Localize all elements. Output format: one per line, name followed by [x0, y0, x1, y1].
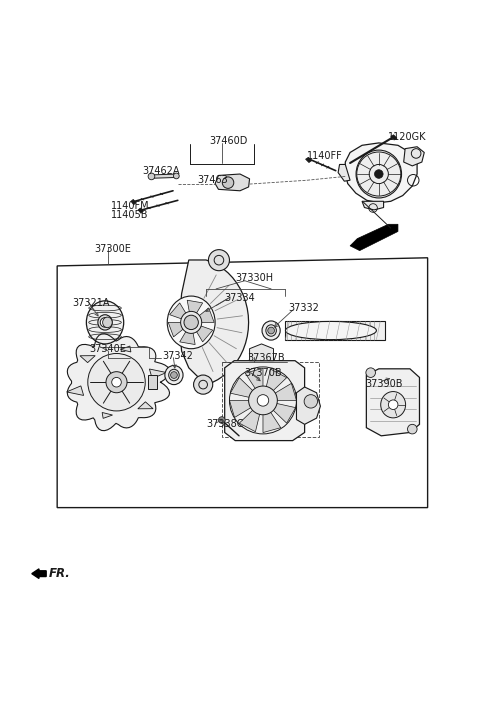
Polygon shape [225, 361, 305, 440]
Circle shape [304, 395, 318, 408]
Ellipse shape [98, 315, 112, 330]
Text: 1120GK: 1120GK [388, 132, 427, 142]
Text: 37338C: 37338C [206, 419, 244, 429]
Polygon shape [275, 383, 297, 400]
Text: 37370B: 37370B [245, 368, 282, 378]
Polygon shape [245, 368, 263, 389]
Circle shape [388, 400, 398, 409]
Polygon shape [148, 375, 157, 390]
Circle shape [184, 315, 198, 329]
Ellipse shape [294, 322, 385, 339]
Circle shape [106, 372, 127, 393]
Polygon shape [187, 300, 203, 313]
Polygon shape [179, 260, 249, 385]
Text: 1140FM: 1140FM [111, 201, 149, 211]
Ellipse shape [180, 311, 202, 334]
Text: 37300E: 37300E [94, 244, 131, 254]
Circle shape [173, 173, 179, 179]
Ellipse shape [168, 369, 179, 381]
Circle shape [268, 327, 275, 334]
Ellipse shape [86, 301, 124, 344]
Circle shape [148, 173, 155, 180]
Text: 37332: 37332 [288, 303, 319, 313]
Circle shape [218, 416, 225, 423]
Polygon shape [169, 303, 186, 319]
Polygon shape [180, 332, 195, 344]
Polygon shape [286, 322, 385, 339]
Text: 37462A: 37462A [142, 165, 180, 175]
Ellipse shape [167, 296, 215, 349]
Polygon shape [215, 174, 250, 191]
Circle shape [257, 395, 269, 406]
Polygon shape [345, 143, 417, 203]
Polygon shape [362, 201, 384, 210]
Polygon shape [67, 386, 84, 395]
Ellipse shape [356, 150, 402, 198]
Text: 1140FF: 1140FF [307, 151, 343, 161]
Polygon shape [168, 322, 183, 337]
Text: 37463: 37463 [197, 175, 228, 185]
Polygon shape [229, 400, 251, 417]
Text: 37340E: 37340E [89, 344, 126, 354]
Polygon shape [149, 174, 179, 178]
Circle shape [366, 368, 375, 378]
Text: 37334: 37334 [225, 293, 255, 303]
FancyArrow shape [32, 569, 46, 578]
Text: FR.: FR. [48, 567, 70, 580]
Polygon shape [102, 412, 112, 419]
Ellipse shape [103, 317, 112, 327]
Polygon shape [149, 369, 167, 378]
Polygon shape [240, 410, 260, 432]
Circle shape [408, 424, 417, 434]
Circle shape [222, 177, 234, 188]
Polygon shape [306, 157, 312, 163]
Text: 37390B: 37390B [365, 379, 403, 389]
Polygon shape [67, 334, 169, 431]
Polygon shape [199, 308, 214, 322]
Polygon shape [80, 356, 95, 363]
Polygon shape [366, 369, 420, 436]
Polygon shape [120, 346, 131, 352]
Circle shape [88, 354, 145, 411]
Polygon shape [263, 412, 281, 433]
Polygon shape [196, 326, 213, 342]
Text: 11405B: 11405B [111, 210, 148, 220]
Polygon shape [404, 147, 424, 166]
Polygon shape [350, 224, 398, 250]
Text: 37330H: 37330H [235, 274, 273, 284]
Ellipse shape [266, 325, 276, 337]
Ellipse shape [165, 366, 183, 385]
Polygon shape [138, 402, 153, 409]
Circle shape [100, 317, 110, 327]
Circle shape [193, 375, 213, 395]
Polygon shape [230, 378, 253, 397]
Polygon shape [273, 404, 296, 423]
Text: 37321A: 37321A [72, 298, 110, 308]
Polygon shape [338, 165, 350, 181]
Ellipse shape [381, 392, 406, 418]
Ellipse shape [286, 322, 376, 339]
Polygon shape [250, 344, 274, 361]
Circle shape [112, 378, 121, 387]
Polygon shape [391, 135, 397, 140]
Polygon shape [266, 369, 287, 391]
Text: 37367B: 37367B [247, 354, 285, 363]
Polygon shape [131, 199, 136, 204]
Polygon shape [297, 387, 321, 424]
Polygon shape [138, 208, 144, 214]
Circle shape [374, 170, 383, 178]
Text: 37460D: 37460D [209, 136, 247, 146]
Circle shape [170, 372, 177, 378]
Circle shape [249, 386, 277, 415]
Ellipse shape [262, 321, 280, 340]
Text: 37342: 37342 [162, 351, 193, 361]
Circle shape [208, 250, 229, 271]
